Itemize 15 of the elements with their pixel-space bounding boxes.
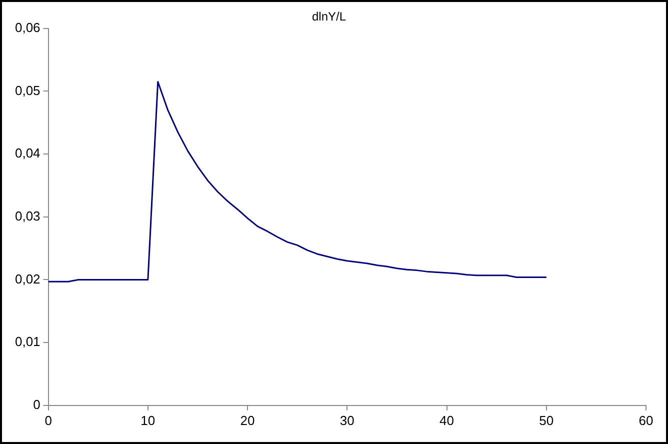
y-tick-label: 0,06 [14,20,40,35]
y-tick-label: 0,02 [14,271,40,286]
y-tick-label: 0,03 [14,208,40,224]
y-tick-label: 0,04 [14,146,40,161]
y-tick-label: 0,05 [14,82,40,98]
x-tick-label: 40 [440,412,454,428]
chart-title: dlnY/L [312,10,346,24]
x-tick-label: 0 [44,412,52,428]
x-tick-label: 50 [539,412,554,428]
x-tick-label: 60 [638,412,654,428]
x-tick-label: 20 [240,412,255,428]
x-tick-label: 30 [340,412,354,428]
y-tick-label: 0 [33,396,40,412]
y-tick-label: 0,01 [14,334,40,350]
x-tick-label: 10 [140,412,156,428]
